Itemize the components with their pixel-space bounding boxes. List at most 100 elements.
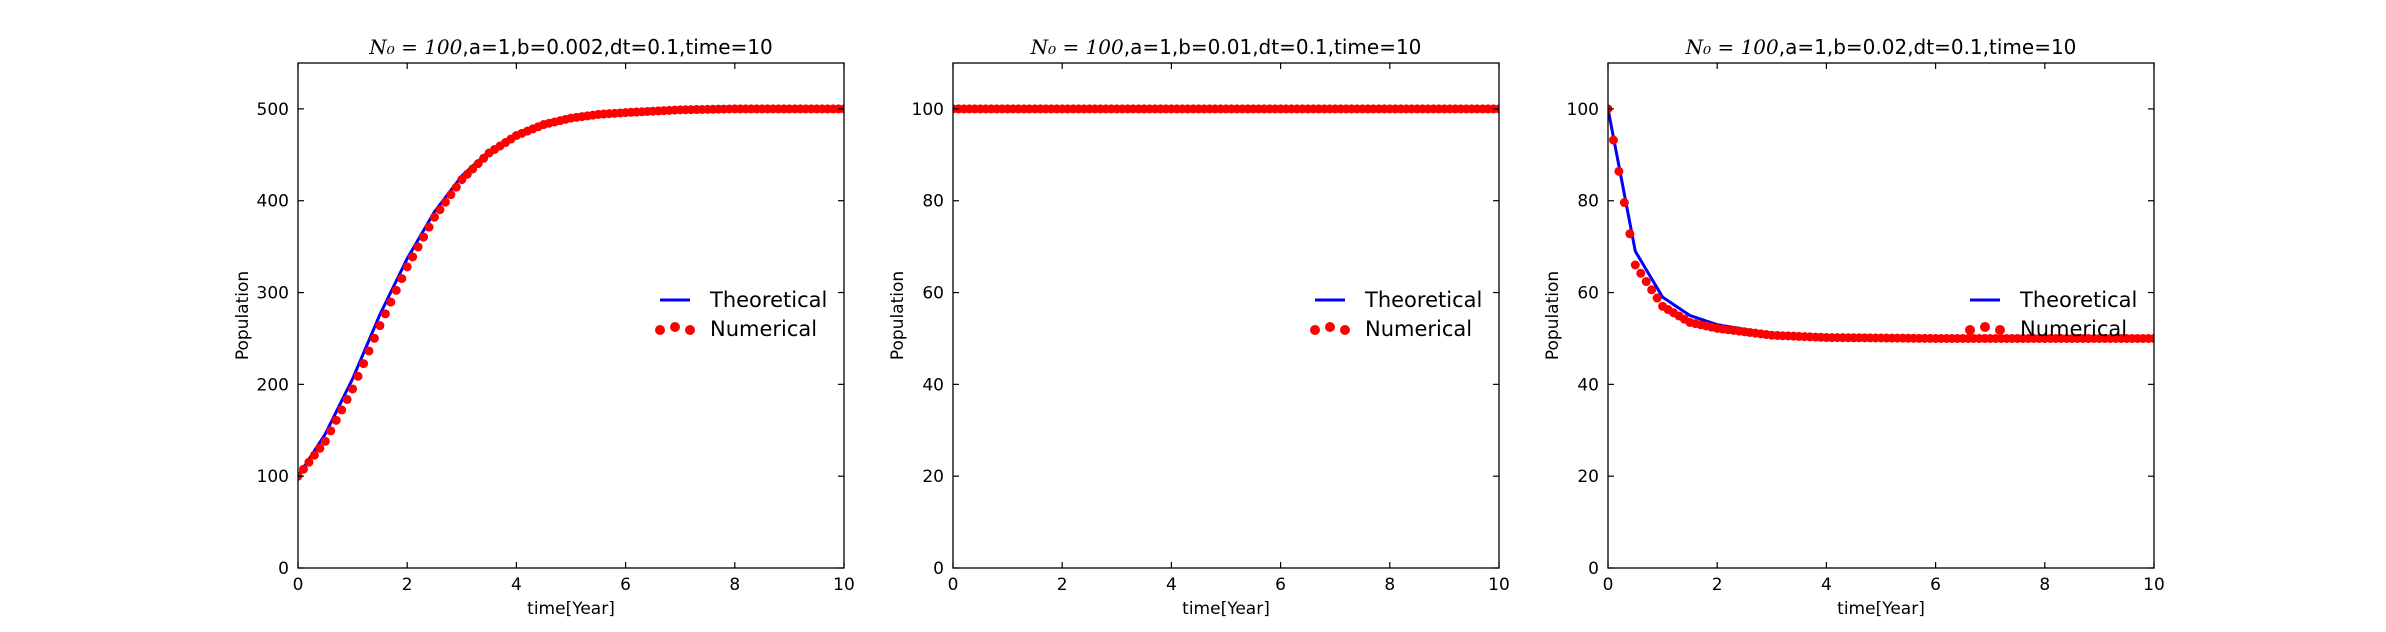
chart-title-params: ,a=1,b=0.01,dt=0.1,time=10 <box>1124 35 1422 59</box>
x-tick-label: 8 <box>1384 575 1395 595</box>
axes-frame <box>297 62 845 569</box>
chart-title: N₀ = 100,a=1,b=0.02,dt=0.1,time=10 <box>1685 35 2077 59</box>
numerical-point <box>1625 229 1635 239</box>
x-tick-label: 2 <box>1712 575 1723 595</box>
numerical-point <box>315 443 325 453</box>
x-tick-label: 0 <box>1603 575 1614 595</box>
numerical-point <box>408 252 418 262</box>
x-tick-label: 8 <box>2039 575 2050 595</box>
numerical-point <box>359 359 369 369</box>
y-tick-label: 100 <box>1567 100 1599 120</box>
x-tick-label: 10 <box>833 575 855 595</box>
numerical-point <box>1608 135 1618 145</box>
numerical-point <box>435 205 445 215</box>
numerical-point <box>391 285 401 295</box>
y-tick-label: 60 <box>1577 284 1599 304</box>
x-tick-label: 0 <box>293 575 304 595</box>
numerical-point <box>413 242 423 252</box>
axes-frame <box>1607 62 2155 569</box>
numerical-point <box>364 346 374 356</box>
y-tick-label: 20 <box>922 467 944 487</box>
x-tick-label: 2 <box>1057 575 1068 595</box>
y-axis-label: Population <box>233 271 253 360</box>
y-tick-label: 80 <box>922 192 944 212</box>
numerical-point <box>1636 268 1646 278</box>
numerical-point <box>402 262 412 272</box>
y-tick-label: 40 <box>922 375 944 395</box>
chart-title-math: N₀ = 100 <box>1685 35 1779 59</box>
numerical-point <box>2149 333 2154 343</box>
legend-marker-swatch <box>1965 325 1975 335</box>
y-tick-label: 500 <box>257 100 289 120</box>
y-tick-label: 20 <box>1577 467 1599 487</box>
x-tick-label: 4 <box>511 575 522 595</box>
legend-marker-swatch <box>1980 322 1990 332</box>
numerical-point <box>446 190 456 200</box>
x-axis-label: time[Year] <box>527 599 615 619</box>
y-axis-label: Population <box>888 271 908 360</box>
numerical-point <box>320 436 330 446</box>
legend-marker-swatch <box>1340 325 1350 335</box>
numerical-point <box>430 212 439 222</box>
legend-label-numerical: Numerical <box>710 317 817 341</box>
numerical-point <box>326 426 336 436</box>
numerical-point <box>1614 166 1624 176</box>
numerical-point <box>331 415 341 425</box>
numerical-point <box>380 309 390 319</box>
x-tick-label: 6 <box>1930 575 1941 595</box>
chart-title-math: N₀ = 100 <box>1030 35 1124 59</box>
numerical-point <box>298 464 308 474</box>
y-tick-label: 100 <box>257 467 289 487</box>
numerical-point <box>353 371 363 381</box>
legend: Theoretical Numerical <box>1310 288 1482 341</box>
chart-panel-1: 0 2 4 6 8 100100200300400500time[Year]Populat… <box>233 35 855 619</box>
chart-title-params: ,a=1,b=0.02,dt=0.1,time=10 <box>1779 35 2077 59</box>
x-axis-label: time[Year] <box>1182 599 1270 619</box>
numerical-point <box>1619 198 1629 208</box>
numerical-point <box>440 197 450 207</box>
legend-marker-swatch <box>1310 325 1320 335</box>
y-tick-label: 0 <box>933 559 944 579</box>
numerical-point <box>1630 260 1640 270</box>
x-tick-label: 4 <box>1166 575 1177 595</box>
legend-marker-swatch <box>655 325 665 335</box>
x-tick-label: 8 <box>729 575 740 595</box>
x-axis-label: time[Year] <box>1837 599 1925 619</box>
numerical-point <box>419 232 429 242</box>
x-tick-label: 2 <box>402 575 413 595</box>
chart-title-params: ,a=1,b=0.002,dt=0.1,time=10 <box>462 35 772 59</box>
legend-marker-swatch <box>670 322 680 332</box>
legend-label-theoretical: Theoretical <box>1364 288 1482 312</box>
numerical-point <box>424 222 434 232</box>
y-tick-label: 80 <box>1577 192 1599 212</box>
chart-title: N₀ = 100,a=1,b=0.002,dt=0.1,time=10 <box>368 35 773 59</box>
numerical-point <box>337 405 347 415</box>
y-tick-label: 0 <box>1588 559 1599 579</box>
y-tick-label: 0 <box>278 559 289 579</box>
x-tick-label: 10 <box>2143 575 2165 595</box>
numerical-point <box>304 457 314 467</box>
legend-marker-swatch <box>685 325 695 335</box>
numerical-point <box>386 297 396 307</box>
x-tick-label: 4 <box>1821 575 1832 595</box>
numerical-point <box>369 333 379 343</box>
legend-marker-swatch <box>1325 322 1335 332</box>
y-tick-label: 400 <box>257 192 289 212</box>
numerical-point <box>1641 277 1651 287</box>
chart-panel-2: 0 2 4 6 8 10020406080100time[Year]PopulationN… <box>888 35 1510 619</box>
legend-label-numerical: Numerical <box>1365 317 1472 341</box>
numerical-point <box>309 450 319 460</box>
numerical-point <box>451 182 461 192</box>
x-tick-label: 6 <box>620 575 631 595</box>
y-tick-label: 60 <box>922 284 944 304</box>
legend-label-theoretical: Theoretical <box>2019 288 2137 312</box>
chart-title: N₀ = 100,a=1,b=0.01,dt=0.1,time=10 <box>1030 35 1422 59</box>
legend: Theoretical Numerical <box>1965 288 2137 341</box>
legend-label-numerical: Numerical <box>2020 317 2127 341</box>
y-tick-label: 300 <box>257 284 289 304</box>
chart-panel-3: 0 2 4 6 8 10020406080100time[Year]PopulationN… <box>1543 35 2165 619</box>
legend-marker-swatch <box>1995 325 2005 335</box>
numerical-point <box>397 274 407 284</box>
numerical-point <box>375 321 385 331</box>
